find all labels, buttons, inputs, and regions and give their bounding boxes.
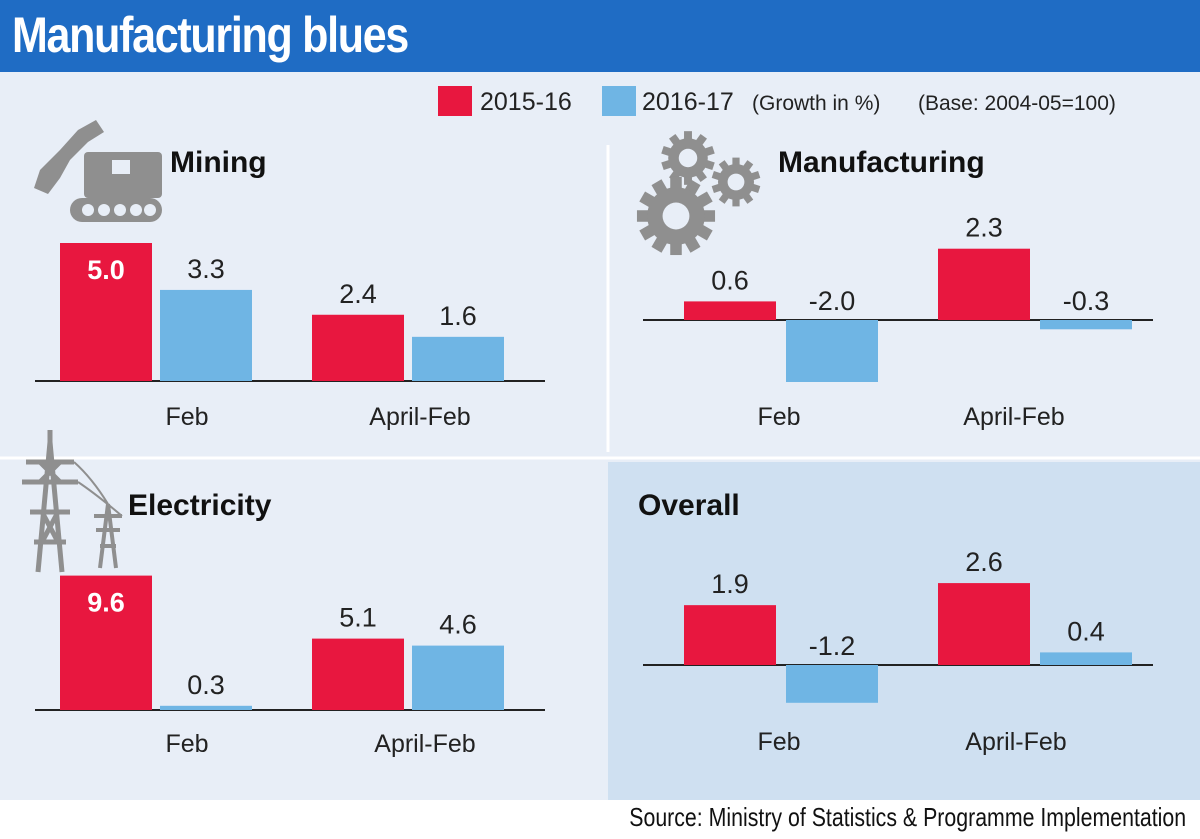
- excavator-wheel: [144, 204, 156, 216]
- excavator-wheel: [98, 204, 110, 216]
- excavator-wheel: [130, 204, 142, 216]
- electricity-category-feb: Feb: [165, 730, 208, 758]
- overall-category-april-feb: April-Feb: [965, 728, 1066, 756]
- gear-hole: [727, 173, 745, 191]
- overall-value-2015-16-feb: 1.9: [711, 569, 749, 599]
- legend-label-2015-16: 2015-16: [480, 88, 572, 116]
- gear-tooth: [684, 173, 692, 185]
- source-note: Source: Ministry of Statistics & Program…: [629, 802, 1186, 832]
- mining-value-2016-17-april-feb: 1.6: [439, 301, 477, 331]
- overall-bar-2016-17-april-feb: [1040, 652, 1132, 665]
- electricity-value-2015-16-april-feb: 5.1: [339, 603, 377, 633]
- mining-value-2015-16-april-feb: 2.4: [339, 279, 377, 309]
- legend-swatch-2015-16: [438, 86, 472, 116]
- excavator-cab: [84, 152, 162, 198]
- electricity-value-2016-17-april-feb: 4.6: [439, 610, 477, 640]
- gear-top: [661, 131, 715, 185]
- gear-hole: [678, 148, 698, 168]
- gear-tooth: [670, 239, 682, 256]
- mining-category-feb: Feb: [165, 403, 208, 431]
- excavator-arm: [34, 120, 104, 194]
- gear-hole: [662, 202, 690, 230]
- gear-large: [636, 176, 716, 256]
- manufacturing-category-april-feb: April-Feb: [963, 403, 1064, 431]
- tower-small: [94, 503, 122, 569]
- mining-panel-title: Mining: [170, 146, 267, 179]
- electricity-bar-2015-16-feb: [60, 575, 152, 710]
- overall-bar-2015-16-april-feb: [938, 583, 1030, 665]
- electricity-value-2015-16-feb: 9.6: [87, 588, 125, 618]
- legend-note-growth: (Growth in %): [752, 92, 880, 115]
- overall-panel-title: Overall: [638, 489, 740, 522]
- manufacturing-value-2015-16-april-feb: 2.3: [965, 213, 1003, 243]
- chart-svg: 2015-16 2016-17 (Growth in %) (Base: 2004-0…: [0, 86, 1200, 800]
- electricity-bar-2015-16-april-feb: [312, 638, 404, 710]
- legend-label-2016-17: 2016-17: [642, 88, 734, 116]
- gear-tooth: [732, 196, 740, 207]
- gears-icon: [636, 131, 761, 256]
- electricity-bar-2016-17-april-feb: [412, 645, 504, 710]
- legend-swatch-2016-17: [602, 86, 636, 116]
- electricity-panel-title: Electricity: [128, 489, 272, 522]
- overall-bar-2015-16-feb: [684, 605, 776, 665]
- mining-bar-2015-16-feb: [60, 243, 152, 381]
- manufacturing-bar-2016-17-april-feb: [1040, 320, 1132, 330]
- manufacturing-value-2016-17-april-feb: -0.3: [1063, 286, 1110, 316]
- legend-note-base: (Base: 2004-05=100): [918, 92, 1116, 115]
- overall-value-2015-16-april-feb: 2.6: [965, 547, 1003, 577]
- power-lines: [73, 461, 123, 517]
- footer: Source: Ministry of Statistics & Program…: [0, 800, 1200, 839]
- overall-value-2016-17-feb: -1.2: [809, 631, 856, 661]
- header-bar: Manufacturing blues: [0, 0, 1200, 72]
- excavator-icon: [34, 120, 162, 222]
- mining-category-april-feb: April-Feb: [369, 403, 470, 431]
- gear-right: [711, 157, 761, 207]
- electricity-category-april-feb: April-Feb: [374, 730, 475, 758]
- mining-value-2015-16-feb: 5.0: [87, 255, 125, 285]
- overall-category-feb: Feb: [757, 728, 800, 756]
- manufacturing-category-feb: Feb: [757, 403, 800, 431]
- electricity-bar-2016-17-feb: [160, 705, 252, 710]
- gear-tooth: [684, 131, 692, 143]
- manufacturing-bar-2015-16-feb: [684, 301, 776, 320]
- gear-tooth: [670, 176, 682, 193]
- manufacturing-value-2016-17-feb: -2.0: [809, 286, 856, 316]
- manufacturing-bar-2016-17-feb: [786, 320, 878, 382]
- mining-bar-2016-17-feb: [160, 289, 252, 381]
- chart-title: Manufacturing blues: [12, 7, 409, 63]
- overall-bar-2016-17-feb: [786, 665, 878, 703]
- tower-large: [22, 430, 78, 573]
- manufacturing-bar-2015-16-april-feb: [938, 248, 1030, 320]
- manufacturing-panel-title: Manufacturing: [778, 146, 985, 179]
- overall-value-2016-17-april-feb: 0.4: [1067, 616, 1105, 646]
- excavator-wheel: [82, 204, 94, 216]
- mining-bar-2016-17-april-feb: [412, 336, 504, 381]
- excavator-window: [112, 160, 130, 174]
- manufacturing-value-2015-16-feb: 0.6: [711, 265, 749, 295]
- transmission-tower-icon: [22, 430, 123, 573]
- gear-tooth: [732, 157, 740, 168]
- excavator-wheel: [114, 204, 126, 216]
- mining-bar-2015-16-april-feb: [312, 314, 404, 381]
- electricity-value-2016-17-feb: 0.3: [187, 670, 225, 700]
- mining-value-2016-17-feb: 3.3: [187, 254, 225, 284]
